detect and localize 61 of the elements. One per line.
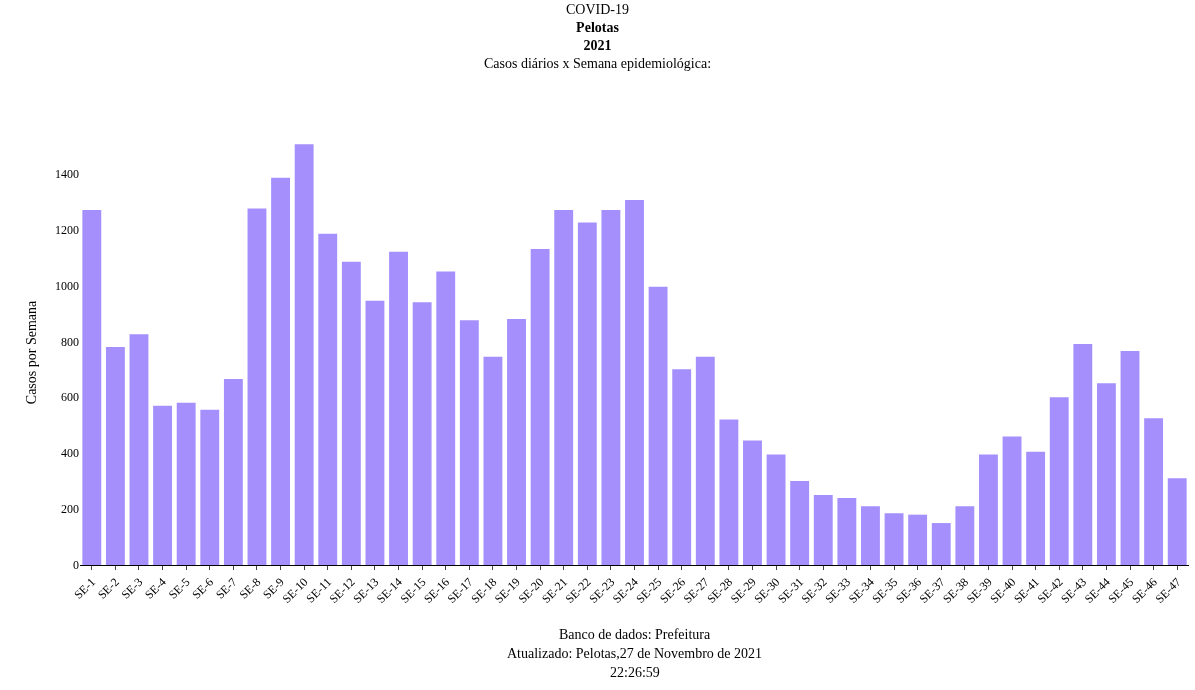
bar [1144,418,1164,565]
bar [908,514,928,565]
bar [1120,351,1140,565]
bar [1073,344,1093,565]
bar [861,506,880,565]
bar [365,300,385,565]
bar [176,402,196,565]
bar [294,144,314,565]
bar [837,497,857,565]
bar [271,177,290,565]
bar [766,454,786,565]
bar [1167,478,1187,565]
bar [601,209,621,565]
bar [412,302,432,565]
bar [813,495,833,565]
y-tick-label: 0 [73,558,79,573]
bar [648,286,668,565]
x-tick-label: SE-1 [71,574,99,602]
bar [577,222,597,565]
y-tick-label: 400 [61,446,79,461]
y-tick-label: 200 [61,502,79,517]
bar [105,346,125,565]
bar [955,506,975,565]
text: Atualizado: Pelotas,27 de Novembro de 2021 [507,646,763,661]
bar [389,251,408,565]
bar [1049,397,1069,565]
bar [672,369,692,565]
text: Banco de dados: Prefeitura [559,627,712,642]
bar [153,405,173,565]
text: 22:26:59 [610,665,660,680]
bar [223,379,243,565]
bar [459,320,479,565]
bar [931,523,951,565]
bar [554,209,574,565]
bar [743,440,762,565]
bar [1002,436,1022,565]
bar [790,481,810,565]
bar [341,261,361,565]
y-tick-label: 1400 [55,166,79,181]
bar [884,513,904,565]
y-tick-label: 1000 [55,278,79,293]
bar [436,271,456,565]
y-axis-title: Casos por Semana [23,300,39,405]
y-tick-label: 800 [61,334,79,349]
bar [318,233,338,565]
bar [1026,451,1046,565]
bar [695,356,715,565]
chart-title: COVID-19 Pelotas 2021 Casos diários x Semana epidemiológica: [483,1,712,72]
bar [200,409,220,565]
bar [719,419,739,565]
bar [247,208,267,565]
bar [979,454,998,565]
bar [483,356,503,565]
y-tick-label: 600 [61,390,79,405]
bar [82,209,102,565]
bar [1096,383,1116,565]
bar [530,249,550,565]
y-tick-label: 1200 [55,222,79,237]
bar [625,200,644,565]
bar [507,318,526,565]
bar [129,334,149,565]
